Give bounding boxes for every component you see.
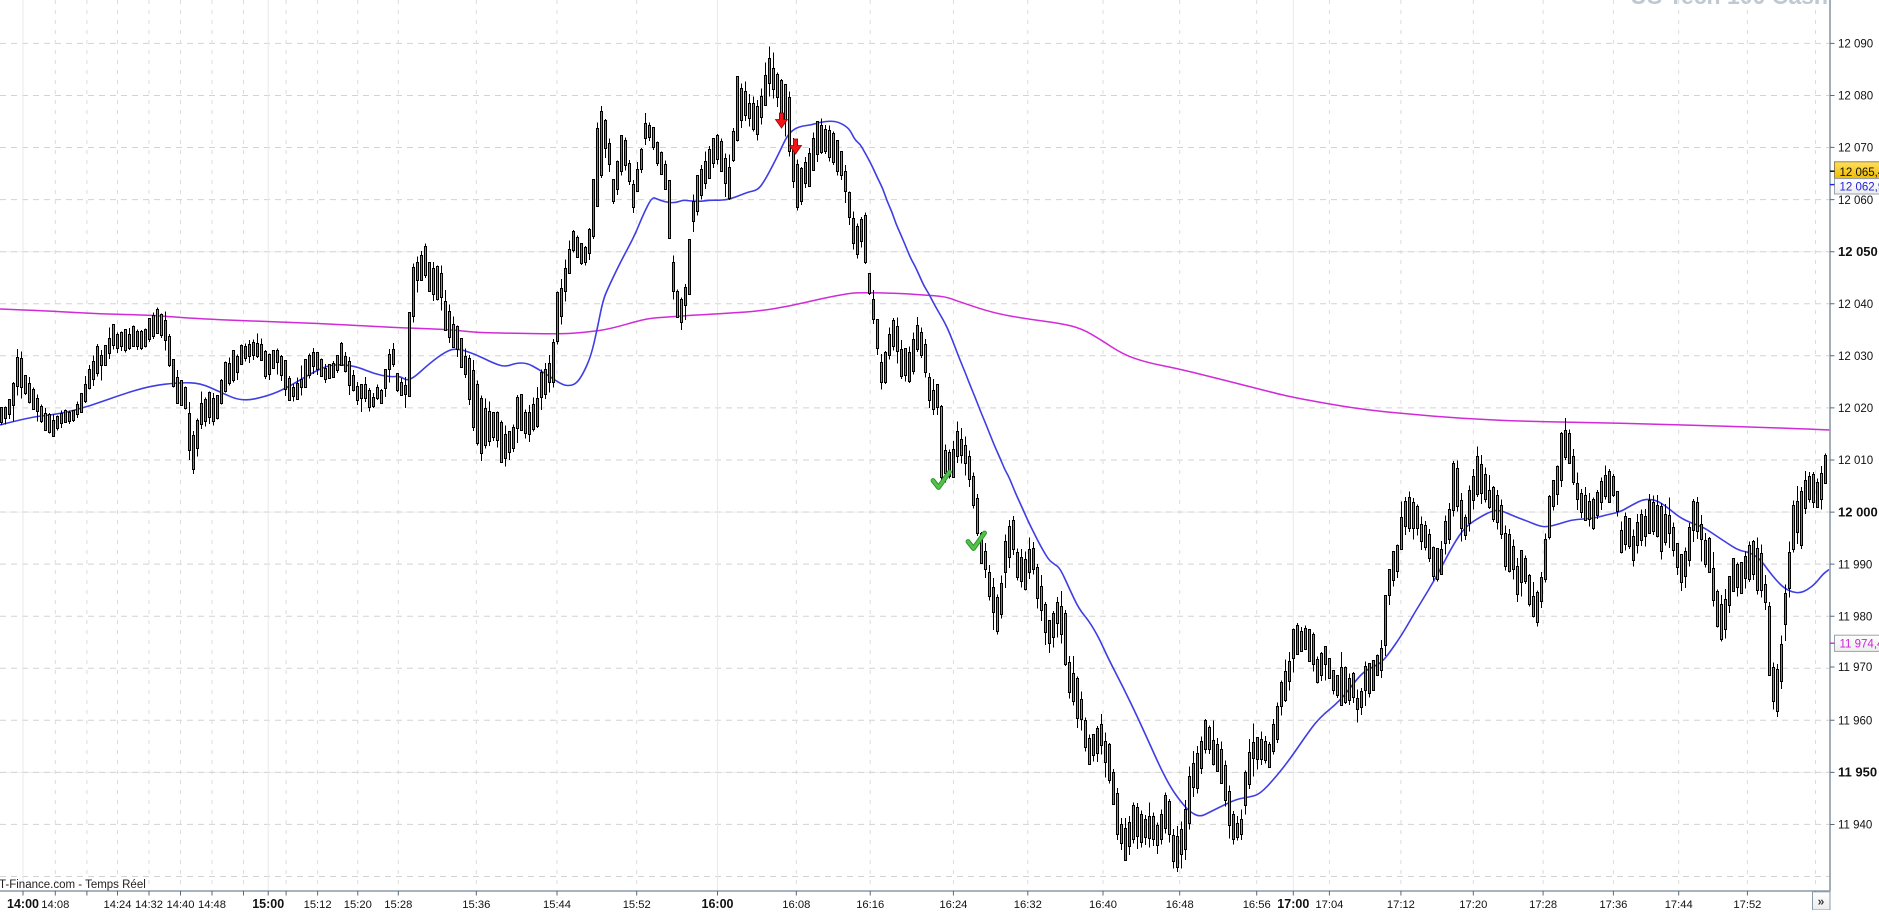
svg-text:US Tech 100 Cash: US Tech 100 Cash	[1630, 0, 1828, 9]
svg-text:16:00: 16:00	[702, 897, 734, 910]
svg-text:17:12: 17:12	[1387, 899, 1415, 910]
svg-text:17:00: 17:00	[1277, 897, 1309, 910]
svg-text:14:08: 14:08	[41, 899, 69, 910]
svg-text:14:48: 14:48	[198, 899, 226, 910]
svg-text:15:44: 15:44	[543, 899, 571, 910]
svg-text:12 030: 12 030	[1838, 351, 1873, 363]
svg-text:15:28: 15:28	[384, 899, 412, 910]
svg-text:15:36: 15:36	[462, 899, 490, 910]
svg-text:T-Finance.com - Temps Réel: T-Finance.com - Temps Réel	[0, 879, 146, 891]
svg-text:15:00: 15:00	[252, 897, 284, 910]
svg-text:12 060: 12 060	[1838, 195, 1873, 207]
svg-text:16:40: 16:40	[1089, 899, 1117, 910]
svg-text:12 065,4: 12 065,4	[1840, 167, 1879, 179]
svg-text:16:16: 16:16	[856, 899, 884, 910]
svg-text:17:36: 17:36	[1599, 899, 1627, 910]
svg-text:11 970: 11 970	[1838, 662, 1872, 674]
svg-text:14:24: 14:24	[104, 899, 132, 910]
svg-text:16:48: 16:48	[1166, 899, 1194, 910]
svg-text:12 010: 12 010	[1838, 455, 1873, 467]
svg-text:11 980: 11 980	[1838, 611, 1872, 623]
svg-text:11 960: 11 960	[1838, 716, 1872, 728]
svg-text:11 974,4: 11 974,4	[1840, 639, 1879, 651]
svg-text:17:04: 17:04	[1315, 899, 1343, 910]
svg-text:11 950: 11 950	[1838, 765, 1877, 780]
svg-text:14:40: 14:40	[167, 899, 195, 910]
svg-text:15:52: 15:52	[623, 899, 651, 910]
svg-text:12 090: 12 090	[1838, 39, 1873, 51]
svg-text:14:32: 14:32	[135, 899, 163, 910]
svg-text:16:32: 16:32	[1014, 899, 1042, 910]
svg-text:16:24: 16:24	[939, 899, 967, 910]
svg-text:12 062,9: 12 062,9	[1840, 181, 1879, 193]
svg-text:12 040: 12 040	[1838, 299, 1873, 311]
svg-text:17:20: 17:20	[1459, 899, 1487, 910]
svg-text:12 080: 12 080	[1838, 91, 1873, 103]
svg-text:12 070: 12 070	[1838, 143, 1873, 155]
svg-text:16:56: 16:56	[1243, 899, 1271, 910]
svg-text:»: »	[1818, 895, 1825, 909]
svg-text:12 000: 12 000	[1838, 504, 1878, 519]
svg-text:17:28: 17:28	[1529, 899, 1557, 910]
svg-text:16:08: 16:08	[782, 899, 810, 910]
svg-text:15:12: 15:12	[304, 899, 332, 910]
svg-text:14:00: 14:00	[7, 897, 39, 910]
svg-text:17:44: 17:44	[1665, 899, 1693, 910]
svg-text:17:52: 17:52	[1733, 899, 1761, 910]
svg-text:15:20: 15:20	[344, 899, 372, 910]
svg-text:11 990: 11 990	[1838, 559, 1872, 571]
svg-text:11 940: 11 940	[1838, 820, 1872, 832]
svg-text:12 050: 12 050	[1838, 244, 1878, 259]
svg-text:12 020: 12 020	[1838, 403, 1873, 415]
